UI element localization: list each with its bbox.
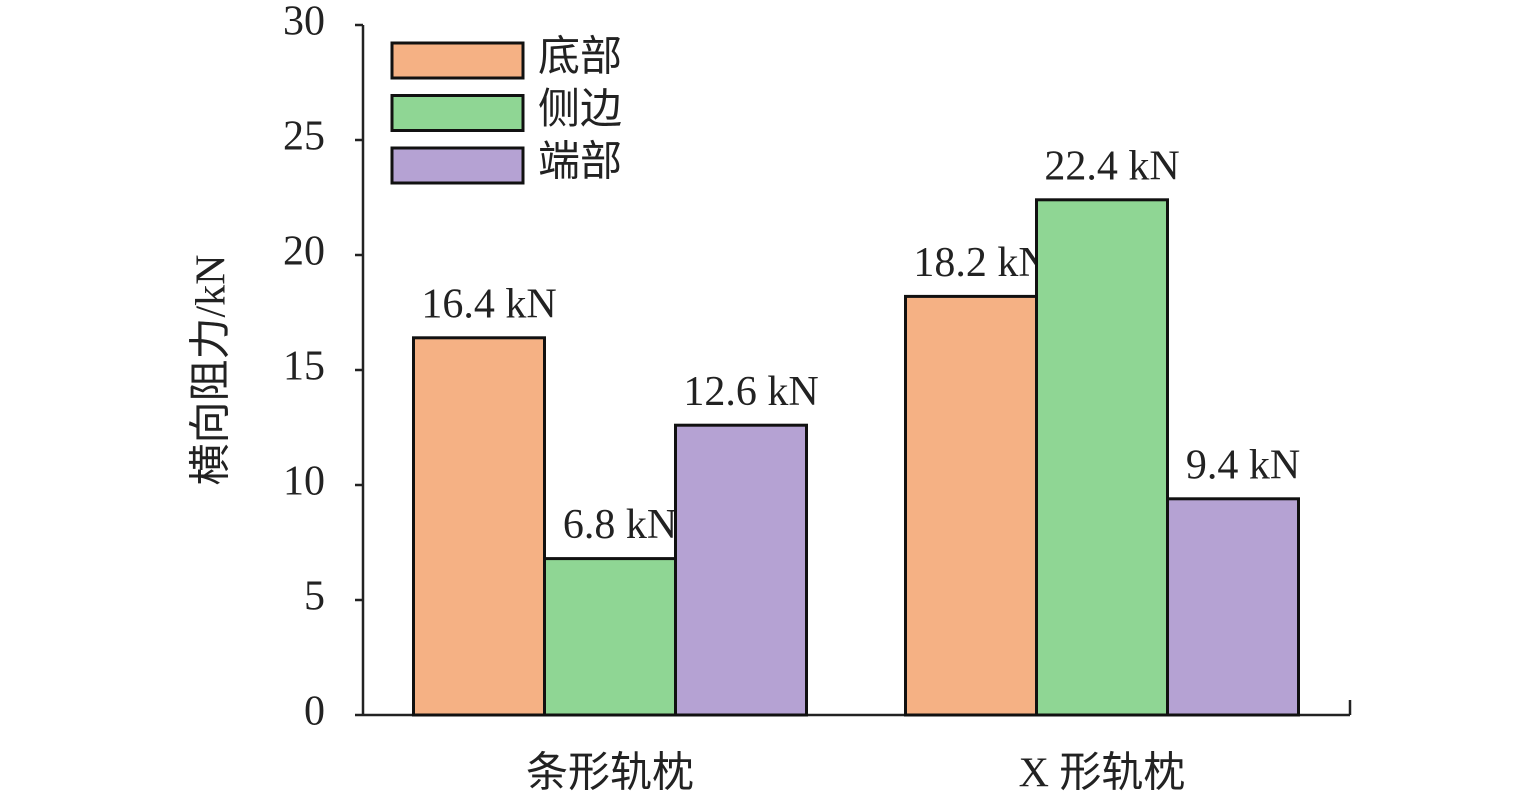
legend-label: 底部	[538, 35, 622, 81]
value-label: 22.4 kN	[1044, 143, 1179, 189]
value-label: 16.4 kN	[421, 281, 556, 327]
y-tick-label: 20	[283, 229, 325, 275]
y-axis-label: 横向阻力/kN	[189, 254, 235, 485]
value-label: 6.8 kN	[563, 502, 677, 548]
value-label: 9.4 kN	[1186, 442, 1300, 488]
legend-label: 端部	[538, 140, 622, 186]
bar	[412, 336, 546, 717]
bar	[674, 423, 808, 717]
y-tick-label: 0	[304, 689, 325, 735]
bar	[904, 294, 1038, 717]
value-label: 12.6 kN	[683, 369, 818, 415]
y-tick-label: 25	[283, 114, 325, 160]
legend-swatch	[390, 146, 525, 185]
bar	[1166, 497, 1300, 717]
y-tick-label: 5	[304, 574, 325, 620]
bar	[543, 557, 677, 717]
legend-swatch	[390, 41, 525, 80]
x-tick-label: 条形轨枕	[526, 751, 694, 797]
value-label: 18.2 kN	[913, 240, 1048, 286]
legend-label: 侧边	[538, 87, 622, 133]
y-tick-label: 30	[283, 0, 325, 45]
x-tick-label: X 形轨枕	[1019, 751, 1186, 797]
y-tick-label: 10	[283, 459, 325, 505]
bar	[1035, 198, 1169, 717]
legend-swatch	[390, 94, 525, 132]
y-tick-label: 15	[283, 344, 325, 390]
